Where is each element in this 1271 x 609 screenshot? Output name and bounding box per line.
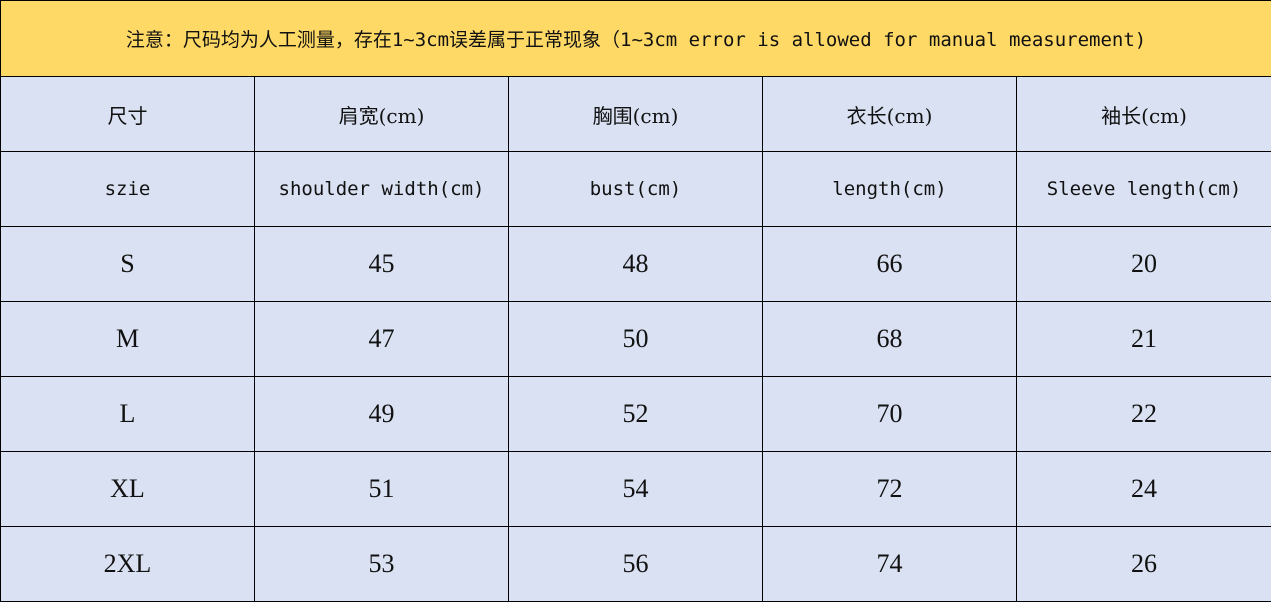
table-cell: 45 — [254, 226, 509, 302]
table-row: 2XL 53 56 74 26 — [0, 526, 1271, 602]
table-cell: 56 — [508, 526, 763, 602]
table-cell: 68 — [762, 301, 1017, 377]
table-cell: 70 — [762, 376, 1017, 452]
table-cell: shoulder width(cm) — [254, 151, 509, 227]
table-cell: 49 — [254, 376, 509, 452]
table-cell: 48 — [508, 226, 763, 302]
table-cell: 50 — [508, 301, 763, 377]
table-cell: L — [0, 376, 255, 452]
table-cell: 袖长(cm) — [1015, 76, 1271, 152]
table-cell: 胸围(cm) — [508, 76, 763, 152]
table-cell: 66 — [762, 226, 1017, 302]
table-cell: Sleeve length(cm) — [1015, 151, 1271, 227]
measurement-note: 注意：尺码均为人工测量，存在1~3cm误差属于正常现象（1~3cm error … — [0, 0, 1271, 77]
table-cell: 26 — [1015, 526, 1271, 602]
table-cell: 24 — [1015, 451, 1271, 527]
table-cell: 2XL — [0, 526, 255, 602]
table-cell: 肩宽(cm) — [254, 76, 509, 152]
table-cell: S — [0, 226, 255, 302]
table-cell: 22 — [1015, 376, 1271, 452]
header-row-chinese: 尺寸 肩宽(cm) 胸围(cm) 衣长(cm) 袖长(cm) — [0, 76, 1271, 152]
table-cell: 21 — [1015, 301, 1271, 377]
table-cell: bust(cm) — [508, 151, 763, 227]
table-cell: 47 — [254, 301, 509, 377]
table-cell: 衣长(cm) — [762, 76, 1017, 152]
table-cell: M — [0, 301, 255, 377]
table-row: M 47 50 68 21 — [0, 301, 1271, 377]
table-row: XL 51 54 72 24 — [0, 451, 1271, 527]
table-cell: 72 — [762, 451, 1017, 527]
table-cell: 54 — [508, 451, 763, 527]
table-cell: szie — [0, 151, 255, 227]
table-cell: length(cm) — [762, 151, 1017, 227]
table-row: L 49 52 70 22 — [0, 376, 1271, 452]
table-cell: 53 — [254, 526, 509, 602]
header-row-english: szie shoulder width(cm) bust(cm) length(cm)… — [0, 151, 1271, 227]
table-cell: XL — [0, 451, 255, 527]
table-cell: 52 — [508, 376, 763, 452]
table-cell: 74 — [762, 526, 1017, 602]
table-cell: 20 — [1015, 226, 1271, 302]
table-cell: 尺寸 — [0, 76, 255, 152]
table-row: S 45 48 66 20 — [0, 226, 1271, 302]
table-cell: 51 — [254, 451, 509, 527]
